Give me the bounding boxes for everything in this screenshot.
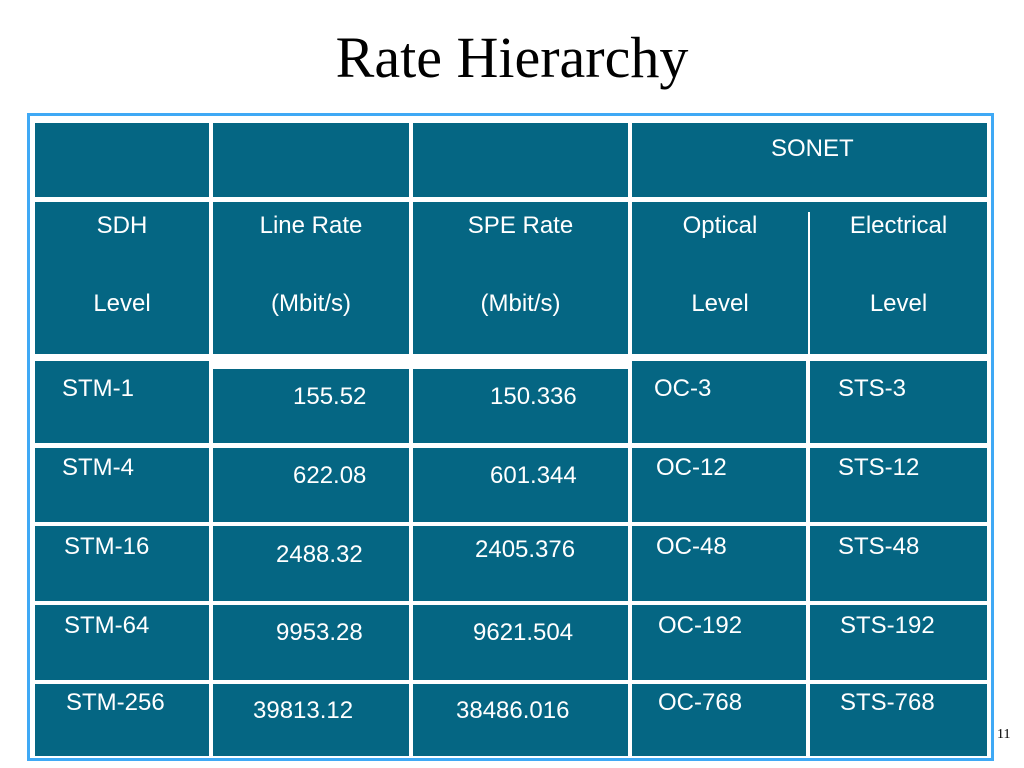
column-header-line1: SPE Rate <box>467 212 574 239</box>
column-header-line2: Level <box>691 290 749 317</box>
column-header-line1: Optical <box>682 212 758 239</box>
table-row-optical-cell: OC-768 <box>632 684 806 756</box>
column-header-line1: SDH <box>96 212 148 239</box>
spe-rate-value: 150.336 <box>490 383 577 410</box>
table-row-optical-cell: OC-3 <box>632 361 806 443</box>
slide-title: Rate Hierarchy <box>335 25 689 90</box>
column-header-line2: (Mbit/s) <box>480 290 561 317</box>
column-header-line-rate: Line Rate (Mbit/s) <box>213 202 409 354</box>
column-header-optical: Optical Level <box>632 202 808 354</box>
spe-rate-value: 601.344 <box>490 462 577 489</box>
table-row-spe-rate-cell: 601.344 <box>413 448 628 522</box>
sonet-label: SONET <box>771 135 854 162</box>
sdh-level-value: STM-16 <box>64 533 150 560</box>
optical-level-value: OC-192 <box>658 612 743 639</box>
column-header-line1: Electrical <box>849 212 948 239</box>
table-row-spe-rate-cell: 38486.016 <box>413 684 628 756</box>
optical-level-value: OC-768 <box>658 689 743 716</box>
electrical-level-value: STS-12 <box>838 454 920 481</box>
sdh-level-value: STM-4 <box>62 454 134 481</box>
header-empty-cell-2 <box>213 123 409 197</box>
table-row-sdh-cell: STM-1 <box>35 361 209 443</box>
sdh-level-value: STM-1 <box>62 375 134 402</box>
line-rate-value: 622.08 <box>293 462 367 489</box>
table-row-electrical-cell: STS-3 <box>810 361 987 443</box>
line-rate-value: 39813.12 <box>253 697 354 724</box>
table-row-sdh-cell: STM-16 <box>35 526 209 601</box>
sdh-level-value: STM-64 <box>64 612 150 639</box>
optical-level-value: OC-48 <box>656 533 727 560</box>
line-rate-value: 2488.32 <box>276 541 363 568</box>
table-row-line-rate-cell: 155.52 <box>213 369 409 443</box>
column-header-sdh: SDH Level <box>35 202 209 354</box>
spe-rate-value: 2405.376 <box>475 536 576 563</box>
table-row-spe-rate-cell: 2405.376 <box>413 526 628 601</box>
table-row-line-rate-cell: 622.08 <box>213 448 409 522</box>
electrical-level-value: STS-768 <box>840 689 935 716</box>
column-header-line2: Level <box>93 290 151 317</box>
line-rate-value: 155.52 <box>293 383 367 410</box>
sdh-level-value: STM-256 <box>66 689 165 716</box>
table-row-sdh-cell: STM-64 <box>35 605 209 680</box>
table-row-electrical-cell: STS-192 <box>810 605 987 680</box>
spe-rate-value: 38486.016 <box>456 697 570 724</box>
table-row-line-rate-cell: 9953.28 <box>213 605 409 680</box>
rate-table: SONET SDH Level Line Rate (Mbit/s) SPE R… <box>27 113 994 761</box>
column-header-sonet-levels: Optical Level Electrical Level <box>632 202 987 354</box>
column-header-line2: Level <box>869 290 928 317</box>
table-row-electrical-cell: STS-12 <box>810 448 987 522</box>
column-header-line1: Line Rate <box>259 212 363 239</box>
table-row-line-rate-cell: 39813.12 <box>213 684 409 756</box>
table-row-electrical-cell: STS-768 <box>810 684 987 756</box>
table-row-spe-rate-cell: 150.336 <box>413 369 628 443</box>
optical-level-value: OC-12 <box>656 454 727 481</box>
table-row-sdh-cell: STM-256 <box>35 684 209 756</box>
header-empty-cell-3 <box>413 123 628 197</box>
table-row-spe-rate-cell: 9621.504 <box>413 605 628 680</box>
optical-level-value: OC-3 <box>654 375 712 402</box>
table-row-line-rate-cell: 2488.32 <box>213 526 409 601</box>
spe-rate-value: 9621.504 <box>473 619 574 646</box>
table-row-sdh-cell: STM-4 <box>35 448 209 522</box>
table-row-optical-cell: OC-12 <box>632 448 806 522</box>
column-header-electrical: Electrical Level <box>810 202 987 354</box>
table-row-optical-cell: OC-48 <box>632 526 806 601</box>
line-rate-value: 9953.28 <box>276 619 363 646</box>
table-row-electrical-cell: STS-48 <box>810 526 987 601</box>
column-header-spe-rate: SPE Rate (Mbit/s) <box>413 202 628 354</box>
sonet-group-header: SONET <box>632 123 987 197</box>
electrical-level-value: STS-192 <box>840 612 935 639</box>
page-number: 11 <box>997 727 1011 742</box>
table-row-optical-cell: OC-192 <box>632 605 806 680</box>
electrical-level-value: STS-3 <box>838 375 907 402</box>
header-empty-cell-1 <box>35 123 209 197</box>
column-divider <box>808 212 810 354</box>
column-header-line2: (Mbit/s) <box>271 290 351 317</box>
electrical-level-value: STS-48 <box>838 533 920 560</box>
